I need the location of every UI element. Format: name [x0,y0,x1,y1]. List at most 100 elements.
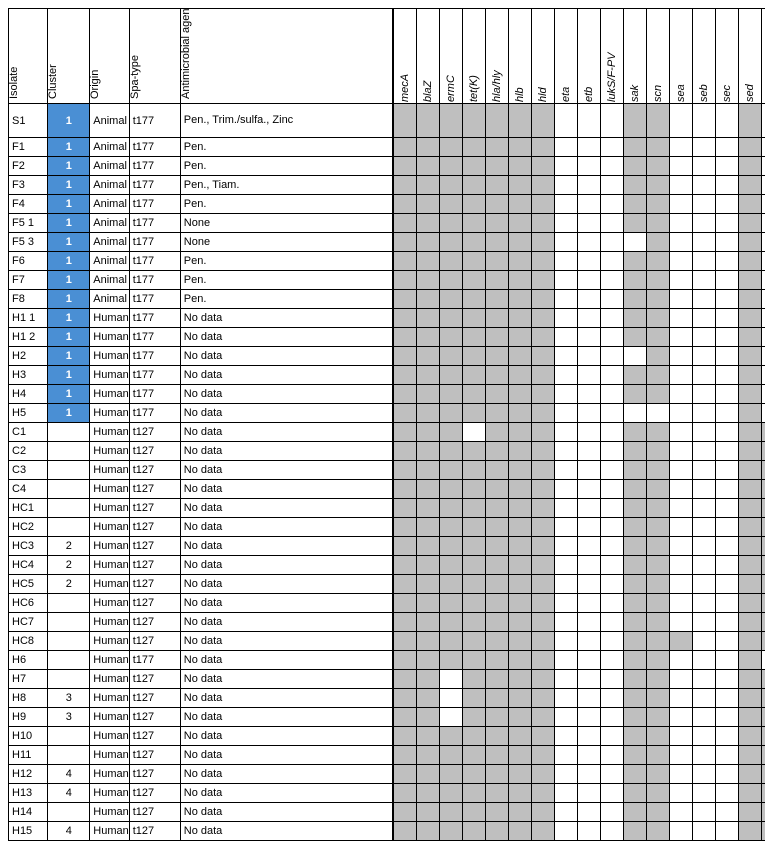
cell-isolate: F7 [9,271,48,290]
gene-cell [646,104,669,138]
gene-cell [761,252,765,271]
cell-isolate: HC4 [9,556,48,575]
cell-cluster [48,803,90,822]
cell-antimicrobial: None [180,214,392,233]
gene-cell [485,727,508,746]
gene-cell [554,176,577,195]
gene-cell [462,271,485,290]
gene-cell [508,271,531,290]
gene-cell [761,727,765,746]
gene-cell [646,727,669,746]
gene-cell [646,176,669,195]
gene-cell [715,309,738,328]
gene-cell [485,765,508,784]
gene-cell [416,404,439,423]
gene-cell [577,537,600,556]
cell-isolate: H7 [9,670,48,689]
header-gene-scn: scn [646,9,669,104]
header-gene-ermC: ermC [439,9,462,104]
cell-origin: Human [90,575,129,594]
gene-cell [623,708,646,727]
gene-cell [623,366,646,385]
gene-cell [738,290,761,309]
gene-cell [508,138,531,157]
gene-cell [416,746,439,765]
gene-cell [531,746,554,765]
cell-origin: Animal [90,138,129,157]
cell-antimicrobial: No data [180,366,392,385]
gene-cell [577,480,600,499]
gene-cell [646,233,669,252]
gene-cell [393,461,416,480]
cell-antimicrobial: No data [180,575,392,594]
gene-cell [508,632,531,651]
gene-cell [416,423,439,442]
gene-cell [577,651,600,670]
table-row: H10Humant127No data [9,727,765,746]
cell-spa: t127 [129,689,180,708]
cell-isolate: H3 [9,366,48,385]
gene-cell [738,138,761,157]
gene-cell [623,176,646,195]
gene-cell [669,632,692,651]
gene-cell [577,104,600,138]
gene-cell [485,366,508,385]
gene-cell [715,252,738,271]
gene-cell [416,290,439,309]
gene-cell [738,822,761,841]
cell-spa: t127 [129,613,180,632]
gene-cell [692,423,715,442]
cell-isolate: H9 [9,708,48,727]
gene-cell [531,271,554,290]
table-row: H154Humant127No data [9,822,765,841]
gene-cell [715,366,738,385]
gene-cell [600,765,623,784]
gene-cell [600,195,623,214]
gene-cell [554,727,577,746]
cell-cluster [48,632,90,651]
gene-cell [393,271,416,290]
cell-origin: Human [90,727,129,746]
gene-cell [393,195,416,214]
cell-antimicrobial: No data [180,651,392,670]
cell-isolate: HC7 [9,613,48,632]
gene-cell [577,195,600,214]
gene-cell [462,575,485,594]
gene-cell [462,290,485,309]
gene-cell [761,176,765,195]
gene-cell [646,765,669,784]
gene-cell [462,803,485,822]
gene-cell [761,556,765,575]
gene-cell [577,784,600,803]
gene-cell [692,104,715,138]
gene-cell [416,537,439,556]
gene-cell [462,214,485,233]
gene-cell [738,404,761,423]
gene-cell [485,499,508,518]
cell-antimicrobial: Pen. [180,157,392,176]
gene-cell [715,290,738,309]
gene-cell [554,385,577,404]
gene-cell [416,499,439,518]
cell-antimicrobial: No data [180,613,392,632]
gene-cell [416,347,439,366]
gene-cell [577,404,600,423]
gene-cell [508,803,531,822]
gene-cell [485,423,508,442]
gene-cell [669,328,692,347]
gene-cell [738,613,761,632]
gene-cell [508,518,531,537]
gene-cell [692,822,715,841]
gene-cell [623,803,646,822]
gene-cell [508,689,531,708]
gene-cell [485,385,508,404]
gene-cell [393,689,416,708]
cell-spa: t177 [129,252,180,271]
gene-cell [623,195,646,214]
cell-origin: Human [90,423,129,442]
gene-cell [738,366,761,385]
gene-cell [623,385,646,404]
gene-cell [600,803,623,822]
gene-cell [761,594,765,613]
gene-cell [646,537,669,556]
